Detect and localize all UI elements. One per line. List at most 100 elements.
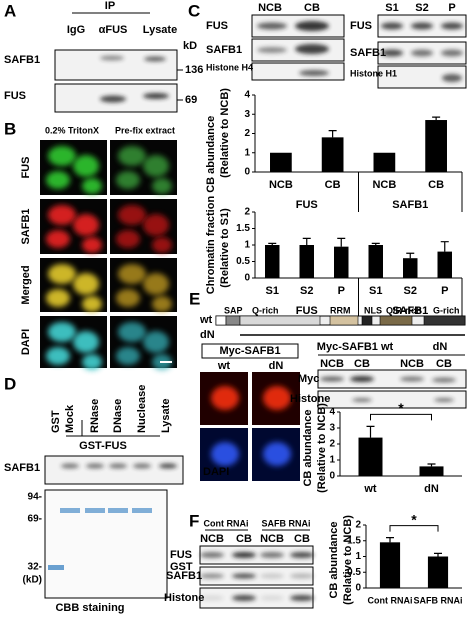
band <box>200 573 224 579</box>
nucleus <box>143 214 169 236</box>
domain <box>423 315 466 326</box>
domain <box>379 315 413 326</box>
gel-band <box>85 508 105 513</box>
y-tick-label: 0 <box>244 167 250 178</box>
y-tick-label: 2 <box>244 207 250 218</box>
label: NCB <box>200 533 224 545</box>
nucleus <box>118 146 146 166</box>
label: Myc-SAFB1 <box>219 345 280 357</box>
x-tick-label: CB <box>325 179 341 191</box>
nucleus <box>116 289 140 307</box>
y-tick-label: 1 <box>244 240 250 251</box>
band <box>232 595 256 601</box>
bar <box>425 120 447 172</box>
label: 94- <box>28 492 42 503</box>
band <box>260 595 284 601</box>
y-tick-label: 0.5 <box>236 256 250 267</box>
nucleus <box>118 205 146 225</box>
domain <box>215 315 227 326</box>
error-bar <box>386 537 394 543</box>
label: FUS <box>4 90 26 102</box>
label: IgG <box>67 24 85 36</box>
x-tick-label: S2 <box>300 285 313 297</box>
nucleus <box>48 146 76 166</box>
band <box>290 552 314 558</box>
domain <box>361 315 373 326</box>
y-tick-label: 3 <box>329 423 335 434</box>
group-label: FUS <box>296 305 318 317</box>
blot <box>317 390 467 409</box>
nucleus <box>152 296 172 312</box>
label: GST <box>50 410 62 433</box>
band <box>350 376 374 382</box>
label: FUS <box>20 157 32 179</box>
blot <box>44 489 168 599</box>
label: CB <box>304 2 320 14</box>
panel-label: C <box>188 1 200 20</box>
label: G-rich <box>433 305 460 315</box>
gel-band <box>132 508 152 513</box>
error-bar <box>427 463 436 467</box>
label: αFUS <box>99 24 128 36</box>
panel-label: B <box>4 119 16 138</box>
blot <box>54 49 178 81</box>
band <box>200 552 224 558</box>
nucleus <box>116 171 140 189</box>
error-bar <box>302 237 311 245</box>
bar <box>373 152 396 172</box>
y-axis-label: (Relative to NCB) <box>219 88 231 178</box>
band <box>400 376 424 382</box>
bar <box>358 437 383 476</box>
x-tick-label: P <box>441 285 448 297</box>
nucleus <box>73 273 99 295</box>
error-bar <box>366 425 375 438</box>
label: SAFB1 <box>20 208 32 244</box>
blot <box>377 65 467 89</box>
error-bar <box>328 130 337 138</box>
bar <box>368 245 383 278</box>
nucleus <box>48 264 76 284</box>
y-tick-label: 1 <box>355 551 361 562</box>
label: dN <box>200 329 215 341</box>
nucleus <box>116 347 140 365</box>
blot <box>251 62 345 81</box>
error-bar <box>434 552 442 557</box>
x-tick-label: dN <box>424 483 439 495</box>
y-tick-label: 1 <box>329 455 335 466</box>
group-label: SAFB1 <box>392 305 428 317</box>
label: 69 <box>185 94 197 106</box>
nucleus <box>73 155 99 177</box>
nucleus <box>48 205 76 225</box>
band <box>441 49 463 57</box>
blot <box>317 369 467 389</box>
band <box>257 22 287 30</box>
y-tick-label: 1 <box>244 147 250 158</box>
band <box>232 552 256 558</box>
label: Pre-fix extract <box>115 125 175 135</box>
nucleus <box>118 264 146 284</box>
y-tick-label: 0.5 <box>347 567 361 578</box>
error-bar <box>337 237 346 247</box>
nucleus <box>116 230 140 248</box>
domain <box>239 315 321 326</box>
label: wt <box>199 314 213 326</box>
band <box>260 552 284 558</box>
label: Q-rich <box>252 305 279 315</box>
y-tick-label: 2 <box>329 439 335 450</box>
label: SAFB RNAi <box>262 518 311 528</box>
label: FUS <box>350 20 372 32</box>
band <box>100 95 126 103</box>
label: 136 <box>185 64 203 76</box>
nucleus <box>263 442 291 466</box>
error-bar <box>371 242 380 245</box>
band <box>86 463 104 469</box>
label: S2 <box>415 2 428 14</box>
label: CB <box>294 533 310 545</box>
band <box>295 21 329 31</box>
bar <box>379 542 401 588</box>
panel-label: F <box>189 511 199 530</box>
y-tick-label: 0 <box>355 583 361 594</box>
significance: * <box>411 511 417 527</box>
bar <box>419 466 444 476</box>
